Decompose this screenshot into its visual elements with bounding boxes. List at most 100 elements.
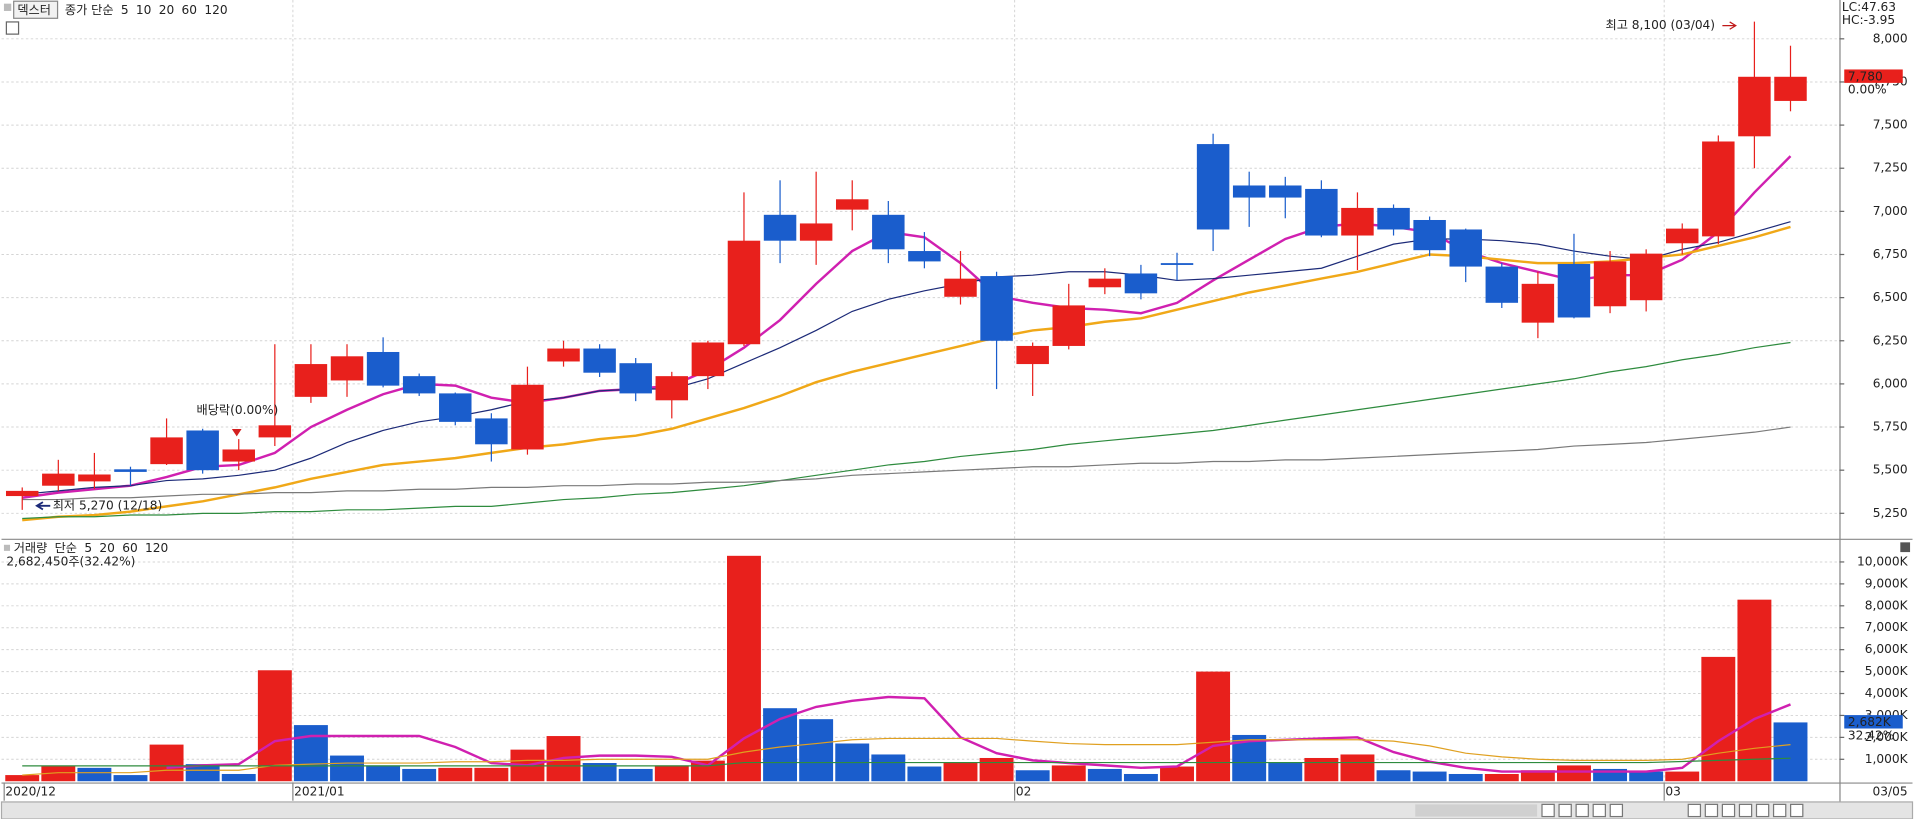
- stop-button[interactable]: [1575, 803, 1589, 818]
- moving-average-line: [22, 757, 1791, 767]
- candle-body: [944, 278, 977, 297]
- x-tick-label: 02: [1016, 785, 1032, 799]
- legend-entry: 5: [121, 3, 129, 17]
- next-button[interactable]: [1609, 803, 1624, 818]
- volume-bar: [1196, 671, 1231, 782]
- legend-entry: 단순: [55, 541, 77, 555]
- candle-body: [583, 348, 616, 373]
- tool-button[interactable]: [1721, 803, 1736, 818]
- candle-body: [42, 473, 75, 486]
- candle-body: [511, 384, 544, 450]
- tool-button[interactable]: [1704, 803, 1719, 818]
- volume-bar: [330, 755, 364, 782]
- y-tick-label: 5,000K: [1865, 664, 1909, 678]
- toolbar: [1541, 803, 1804, 818]
- menu-icon[interactable]: [3, 544, 11, 551]
- legend-entry: 20: [159, 3, 175, 17]
- tool-button[interactable]: [1738, 803, 1753, 818]
- candle-body: [1341, 207, 1374, 236]
- legend-entry: 60: [122, 541, 138, 555]
- tool-button[interactable]: [1755, 803, 1770, 818]
- moving-average-line: [22, 225, 1791, 522]
- y-tick-label: 7,000K: [1865, 620, 1909, 634]
- x-tick-label: 03: [1665, 785, 1680, 799]
- y-tick-label: 6,000K: [1865, 642, 1909, 656]
- scroll-bar[interactable]: [0, 801, 1914, 819]
- volume-bar: [185, 764, 220, 782]
- stock-button[interactable]: [13, 0, 59, 19]
- candle-body: [1629, 253, 1663, 301]
- y-tick-label: 1,000K: [1865, 752, 1909, 766]
- legend-entry: 120: [145, 541, 168, 555]
- volume-bar: [1123, 773, 1158, 782]
- close-panel-button[interactable]: [1900, 542, 1911, 553]
- candle-body: [475, 418, 508, 445]
- candle-body: [1738, 76, 1771, 137]
- menu-icon[interactable]: [3, 3, 12, 11]
- volume-bar: [149, 744, 184, 782]
- ratio-label: 32.42%: [1848, 728, 1894, 742]
- lc-label: LC:47.63: [1842, 0, 1896, 14]
- legend-entry: 5: [84, 541, 92, 555]
- volume-bar: [1520, 770, 1555, 782]
- volume-bar: [402, 768, 437, 782]
- volume-bar: [1737, 599, 1772, 782]
- grid-icon[interactable]: [5, 21, 20, 35]
- tool-button[interactable]: [1687, 803, 1702, 818]
- volume-bar: [1160, 766, 1194, 782]
- volume-bar: [979, 757, 1014, 782]
- candle-body: [1305, 188, 1338, 236]
- candle-body: [547, 348, 580, 362]
- volume-bar: [5, 775, 40, 782]
- candle-body: [1377, 207, 1410, 230]
- y-tick-label: 6,250: [1873, 333, 1908, 347]
- volume-bar: [1304, 757, 1339, 782]
- zoom-in-button[interactable]: [1790, 803, 1804, 818]
- volume-bar: [907, 766, 942, 782]
- rewind-button[interactable]: [1558, 803, 1572, 818]
- candle-body: [330, 356, 364, 381]
- candle-body: [439, 393, 472, 422]
- candle-body: [1557, 263, 1591, 318]
- volume-bar: [1629, 771, 1664, 782]
- candle-body: [655, 376, 689, 401]
- volume-bar: [871, 754, 906, 782]
- volume-bar: [1051, 765, 1086, 782]
- forward-button[interactable]: [1592, 803, 1606, 818]
- candle-body: [258, 425, 292, 438]
- moving-average-line: [22, 155, 1792, 499]
- candle-body: [1413, 219, 1446, 251]
- volume-bar: [654, 765, 689, 782]
- candle-body: [799, 223, 833, 241]
- y-tick-label: 10,000K: [1857, 554, 1909, 568]
- y-tick-label: 6,000: [1873, 376, 1908, 390]
- volume-bar: [943, 763, 978, 782]
- candle-body: [366, 351, 400, 386]
- y-tick-label: 7,500: [1873, 118, 1908, 132]
- candle-body: [727, 240, 761, 345]
- legend-entry: 거래량: [14, 541, 48, 555]
- legend-entry: 20: [99, 541, 115, 555]
- zoom-out-button[interactable]: [1772, 803, 1787, 818]
- candle-body: [402, 376, 436, 394]
- y-tick-label: 7,000: [1873, 204, 1908, 218]
- volume-bar: [763, 708, 798, 782]
- volume-bar: [257, 670, 292, 782]
- scroll-thumb[interactable]: [1415, 804, 1538, 817]
- cursor-date: 03/05: [1873, 785, 1908, 799]
- last-volume-label: 2,682K: [1848, 715, 1892, 729]
- volume-bar: [77, 767, 112, 782]
- change-label: 0.00%: [1848, 83, 1887, 97]
- legend-entry: 60: [182, 3, 198, 17]
- volume-bar: [41, 766, 76, 782]
- volume-bar: [474, 767, 509, 782]
- event-marker: [231, 429, 242, 437]
- y-tick-label: 7,250: [1873, 161, 1908, 175]
- candle-body: [150, 437, 183, 465]
- volume-bar: [1015, 770, 1050, 782]
- low-annotation: 최저 5,270 (12/18): [53, 498, 163, 512]
- prev-button[interactable]: [1541, 803, 1555, 818]
- y-tick-label: 6,500: [1873, 290, 1908, 304]
- y-tick-label: 5,250: [1873, 506, 1908, 520]
